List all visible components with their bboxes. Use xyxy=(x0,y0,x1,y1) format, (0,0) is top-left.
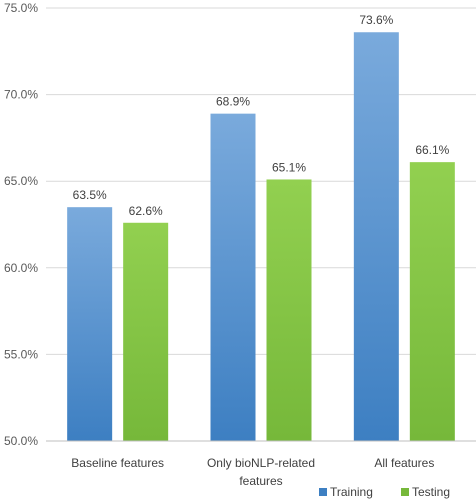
data-label: 66.1% xyxy=(415,143,449,157)
bar-testing-0 xyxy=(123,222,169,441)
y-tick-label: 70.0% xyxy=(4,88,38,102)
bars xyxy=(67,32,455,442)
x-tick-label: Only bioNLP-related xyxy=(207,456,315,470)
y-tick-label: 60.0% xyxy=(4,261,38,275)
data-label: 65.1% xyxy=(272,160,306,174)
legend-label-training: Training xyxy=(330,485,373,499)
legend-swatch-testing xyxy=(401,488,409,496)
x-tick-label: Baseline features xyxy=(71,456,164,470)
data-label: 68.9% xyxy=(216,95,250,109)
bar-training-0 xyxy=(67,207,113,441)
bar-testing-2 xyxy=(409,162,455,441)
x-tick-label: All features xyxy=(374,456,434,470)
data-label: 62.6% xyxy=(129,204,163,218)
x-tick-label: features xyxy=(239,474,282,488)
y-tick-label: 50.0% xyxy=(4,434,38,448)
x-axis: Baseline features Only bioNLP-related feat… xyxy=(46,440,476,488)
bar-training-2 xyxy=(353,32,399,442)
bar-training-1 xyxy=(210,113,256,441)
data-label: 73.6% xyxy=(359,13,393,27)
y-tick-label: 75.0% xyxy=(4,1,38,15)
data-label: 63.5% xyxy=(73,188,107,202)
legend-swatch-training xyxy=(319,488,327,496)
y-axis: 50.0% 55.0% 60.0% 65.0% 70.0% 75.0% xyxy=(4,1,38,448)
legend: Training Testing xyxy=(319,485,450,499)
y-tick-label: 65.0% xyxy=(4,174,38,188)
legend-label-testing: Testing xyxy=(412,485,450,499)
gridlines xyxy=(46,7,476,355)
bar-testing-1 xyxy=(266,179,312,441)
y-tick-label: 55.0% xyxy=(4,347,38,361)
data-labels: 63.5% 62.6% 68.9% 65.1% 73.6% 66.1% xyxy=(73,13,450,218)
